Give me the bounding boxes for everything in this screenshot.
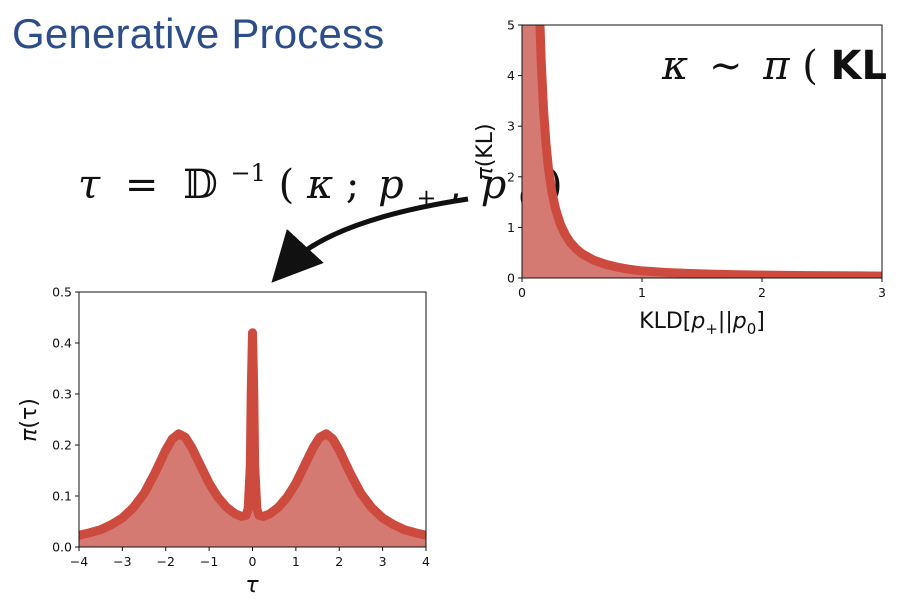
y-tick-label: 0.3 [52,387,72,402]
annotation-open-paren: ( [802,43,818,89]
kl-xlabel-p1: p [690,309,705,334]
y-tick-label: 5 [507,18,515,33]
y-tick-label: 4 [507,68,515,83]
kl-xlabel-end: ] [756,309,765,334]
y-tick-label: 0.5 [52,285,72,300]
eq-divergence-symbol: 𝔻 [183,162,218,208]
y-tick-label: 3 [507,119,515,134]
x-tick-label: 2 [758,285,766,300]
eq-inverse-sup: −1 [231,159,266,187]
x-tick-label: 3 [878,285,886,300]
y-tick-label: 0 [507,271,515,286]
kl-x-ticks: 0 1 2 3 [518,278,886,300]
x-tick-label: −2 [157,554,175,569]
eq-comma: , [449,162,462,208]
kl-x-axis-label: KLD[p+||p0] [639,309,765,338]
x-tick-label: 0 [249,554,257,569]
kl-ylabel-pi: π [473,167,498,181]
kl-y-ticks: 0 1 2 3 4 5 [507,18,522,286]
x-tick-label: 2 [335,554,343,569]
tau-x-axis-label: τ [245,573,259,598]
kl-density-curve [535,25,882,278]
kl-density-area [522,25,882,278]
kl-xlabel-base: KLD[ [639,309,691,334]
x-tick-label: 1 [638,285,646,300]
y-tick-label: 0.2 [52,438,72,453]
kl-xlabel-p2-sub: 0 [747,320,757,338]
x-tick-label: −3 [113,554,131,569]
tau-y-ticks: 0.0 0.1 0.2 0.3 0.4 0.5 [52,285,79,555]
x-tick-label: 3 [379,554,387,569]
x-tick-label: 4 [422,554,430,569]
annotation-kl: KL [831,43,887,89]
eq-equals: = [125,162,159,208]
y-tick-label: 0.4 [52,336,72,351]
mapping-arrow [271,196,469,283]
tau-x-ticks: −4 −3 −2 −1 0 1 2 3 4 [70,547,430,569]
x-tick-label: −1 [200,554,218,569]
annotation-kappa: κ [661,43,688,89]
tau-prior-chart: −4 −3 −2 −1 0 1 2 3 4 0.0 0.1 0.2 0.3 0.4 0.5 τ π(τ) [17,285,430,599]
kl-ylabel-arg: (KL) [473,123,498,167]
x-tick-label: 1 [292,554,300,569]
tau-y-axis-label: π(τ) [17,398,42,442]
kl-plot-frame [521,24,883,279]
eq-kappa: κ [306,162,333,208]
annotation-sim: ∼ [709,43,743,89]
eq-semicolon: ; [346,162,359,208]
tau-ylabel-arg: (τ) [17,398,42,428]
eq-open-paren: ( [279,162,295,208]
tau-ylabel-pi: π [17,428,42,442]
y-tick-label: 2 [507,169,515,184]
annotation-pi: π [762,43,790,89]
kl-annotation: κ ∼ π ( KL ) [661,43,900,89]
y-tick-label: 0.0 [52,540,72,555]
y-tick-label: 0.1 [52,489,72,504]
y-tick-label: 1 [507,220,515,235]
eq-p-plus: p [378,162,404,208]
eq-p-zero: p [481,162,507,208]
tau-density-curve [79,328,426,540]
slide-title: Generative Process [12,10,385,57]
kl-xlabel-p1-sub: + [705,320,718,338]
eq-tau: τ [78,162,101,208]
kl-y-axis-label: π(KL) [473,123,498,180]
kl-xlabel-p2: p [732,309,747,334]
x-tick-label: 0 [518,285,526,300]
x-tick-label: −4 [70,554,88,569]
kl-xlabel-mid: || [718,309,733,334]
